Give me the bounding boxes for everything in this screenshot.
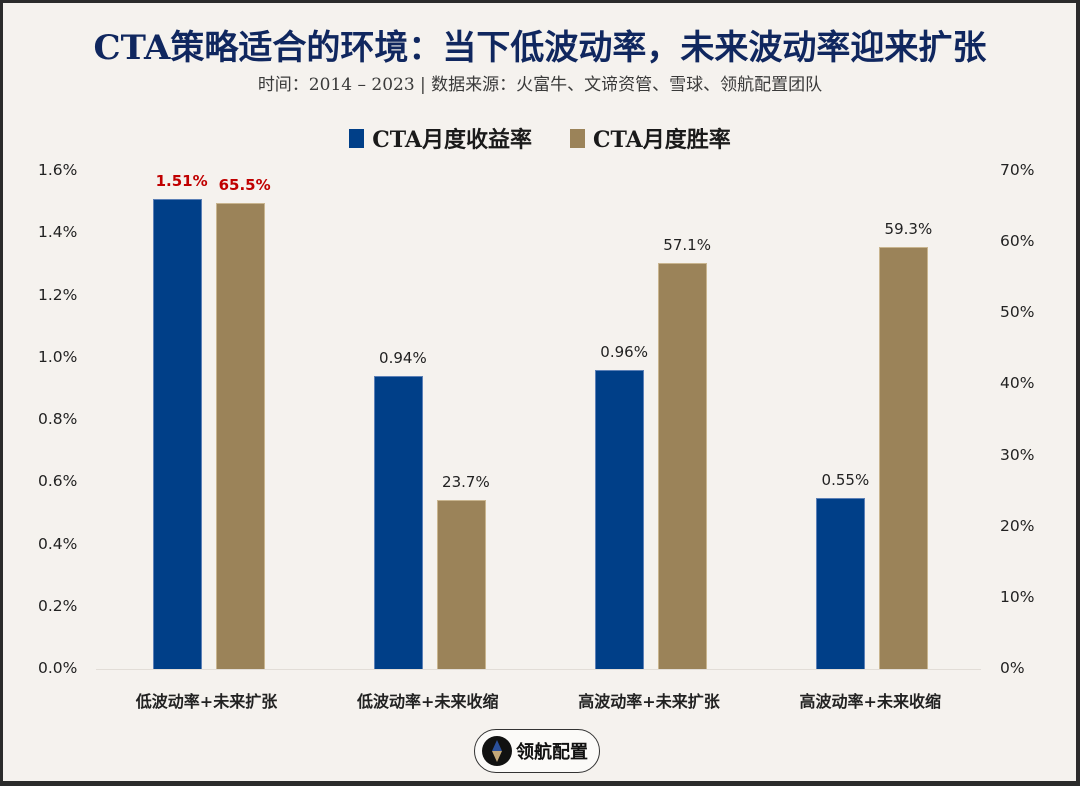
right-y-tick: 10% <box>1000 587 1035 606</box>
x-category-label: 高波动率+未来收缩 <box>799 692 941 711</box>
compass-icon <box>482 736 512 766</box>
bar-monthly-winrate <box>658 262 708 669</box>
legend-swatch-blue <box>349 128 365 148</box>
left-y-tick: 0.6% <box>38 472 78 491</box>
right-y-tick: 50% <box>1000 303 1035 322</box>
legend-item-winrate: CTA月度胜率 <box>570 122 731 154</box>
bar-value-label: 0.94% <box>379 349 427 368</box>
left-y-tick: 0.8% <box>38 410 78 428</box>
bar-monthly-return <box>595 370 645 669</box>
left-y-tick: 1.4% <box>38 223 78 242</box>
left-y-tick: 1.6% <box>38 161 78 179</box>
bar-value-label: 59.3% <box>884 220 933 239</box>
bar-monthly-winrate <box>215 203 265 669</box>
bar-monthly-winrate <box>436 500 486 669</box>
logo-text: 领航配置 <box>516 742 588 763</box>
bar-monthly-winrate <box>879 247 929 669</box>
bar-monthly-return <box>152 199 202 669</box>
legend-item-return: CTA月度收益率 <box>349 122 532 154</box>
bar-value-label: 1.51% <box>155 172 208 190</box>
right-y-tick: 40% <box>1000 374 1035 393</box>
chart-subtitle: 时间：2014 – 2023 | 数据来源：火富牛、文谛资管、雪球、领航配置团队 <box>257 75 823 95</box>
legend: CTA月度收益率 CTA月度胜率 <box>0 122 1080 154</box>
right-y-tick: 70% <box>1000 161 1035 179</box>
right-y-tick: 30% <box>1000 445 1035 464</box>
x-category-label: 低波动率+未来收缩 <box>357 692 499 711</box>
bar-value-label: 0.96% <box>600 343 648 362</box>
bar-value-label: 65.5% <box>218 176 271 194</box>
left-y-tick: 0.2% <box>38 596 78 615</box>
bar-value-label: 23.7% <box>442 473 490 492</box>
chart-title: CTA策略适合的环境：当下低波动率，未来波动率迎来扩张 <box>93 28 987 68</box>
bar-monthly-return <box>373 376 423 669</box>
brand-logo: 领航配置 <box>474 729 600 773</box>
right-y-tick: 0% <box>1000 659 1025 677</box>
right-y-tick: 60% <box>1000 232 1035 251</box>
legend-swatch-tan <box>570 128 585 148</box>
x-category-label: 低波动率+未来扩张 <box>135 692 278 711</box>
legend-label: CTA月度收益率 <box>372 127 532 153</box>
bar-monthly-return <box>816 497 866 669</box>
legend-label: CTA月度胜率 <box>593 127 731 153</box>
left-y-tick: 1.2% <box>38 285 78 304</box>
bar-value-label: 57.1% <box>663 235 711 254</box>
x-category-label: 高波动率+未来扩张 <box>578 692 720 711</box>
right-y-tick: 20% <box>1000 516 1035 535</box>
left-y-tick: 0.4% <box>38 534 78 553</box>
bar-value-label: 0.55% <box>821 470 870 489</box>
left-y-tick: 0.0% <box>38 659 78 677</box>
left-y-tick: 1.0% <box>38 347 78 366</box>
x-axis-baseline <box>96 669 981 670</box>
